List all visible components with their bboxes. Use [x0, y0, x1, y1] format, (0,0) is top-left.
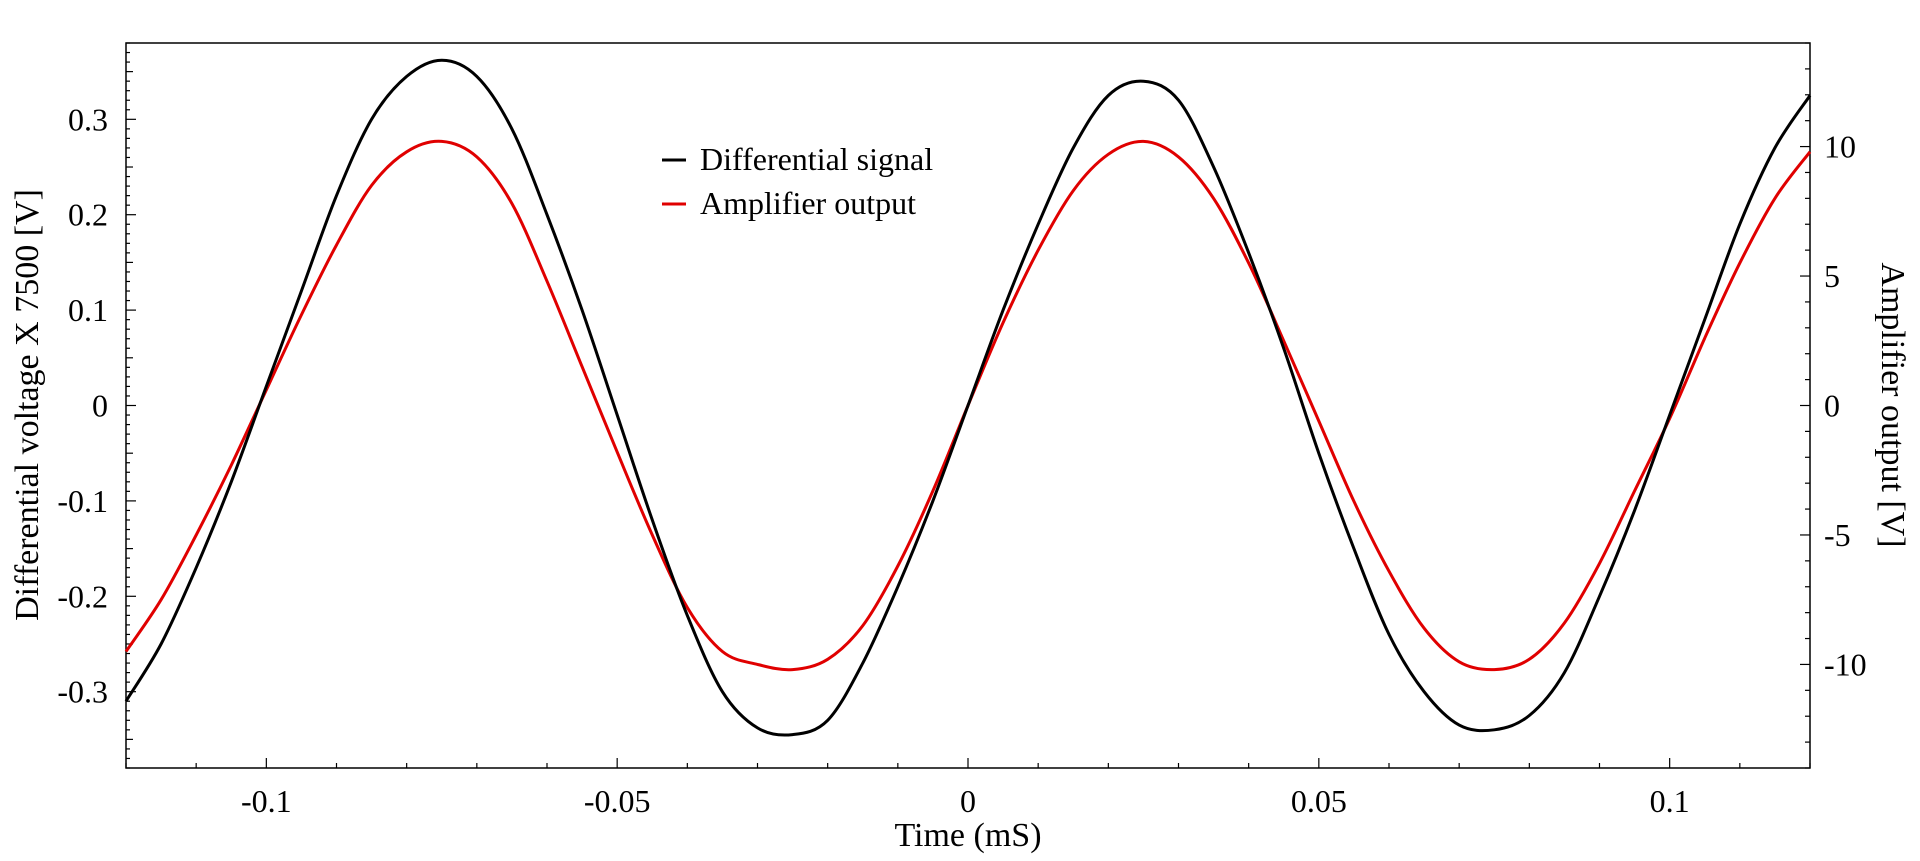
x-tick-label: 0.05: [1291, 783, 1347, 819]
left-tick-label: 0.1: [68, 292, 108, 328]
x-tick-label: 0.1: [1650, 783, 1690, 819]
left-y-axis: -0.3 -0.2 -0.1 0 0.1 0.2 0.3: [57, 42, 136, 769]
legend-label-differential-signal: Differential signal: [700, 141, 933, 177]
left-tick-label: 0.3: [68, 101, 108, 137]
left-y-axis-title: Differential voltage X 7500 [V]: [9, 189, 46, 621]
x-tick-label: -0.1: [241, 783, 292, 819]
right-y-axis: -10 -5 0 5 10: [1800, 42, 1867, 769]
series-layer: [124, 58, 1812, 737]
right-y-axis-title: Amplifier output [V]: [1874, 262, 1911, 547]
right-tick-label: -10: [1824, 646, 1867, 682]
left-tick-label: 0: [92, 388, 108, 424]
left-tick-label: -0.2: [57, 578, 108, 614]
right-tick-label: 10: [1824, 129, 1856, 165]
legend: Differential signal Amplifier output: [662, 141, 933, 221]
left-tick-label: -0.1: [57, 483, 108, 519]
left-tick-label: -0.3: [57, 674, 108, 710]
x-axis-title: Time (mS): [894, 817, 1041, 854]
x-tick-label: 0: [960, 783, 976, 819]
legend-label-amplifier-output: Amplifier output: [700, 185, 916, 221]
left-tick-label: 0.2: [68, 197, 108, 233]
right-tick-label: 0: [1824, 388, 1840, 424]
x-axis: -0.1 -0.05 0 0.05 0.1: [125, 758, 1811, 819]
right-tick-label: 5: [1824, 258, 1840, 294]
right-tick-label: -5: [1824, 517, 1851, 553]
x-tick-label: -0.05: [584, 783, 651, 819]
series-line-differential-signal: [124, 58, 1812, 737]
